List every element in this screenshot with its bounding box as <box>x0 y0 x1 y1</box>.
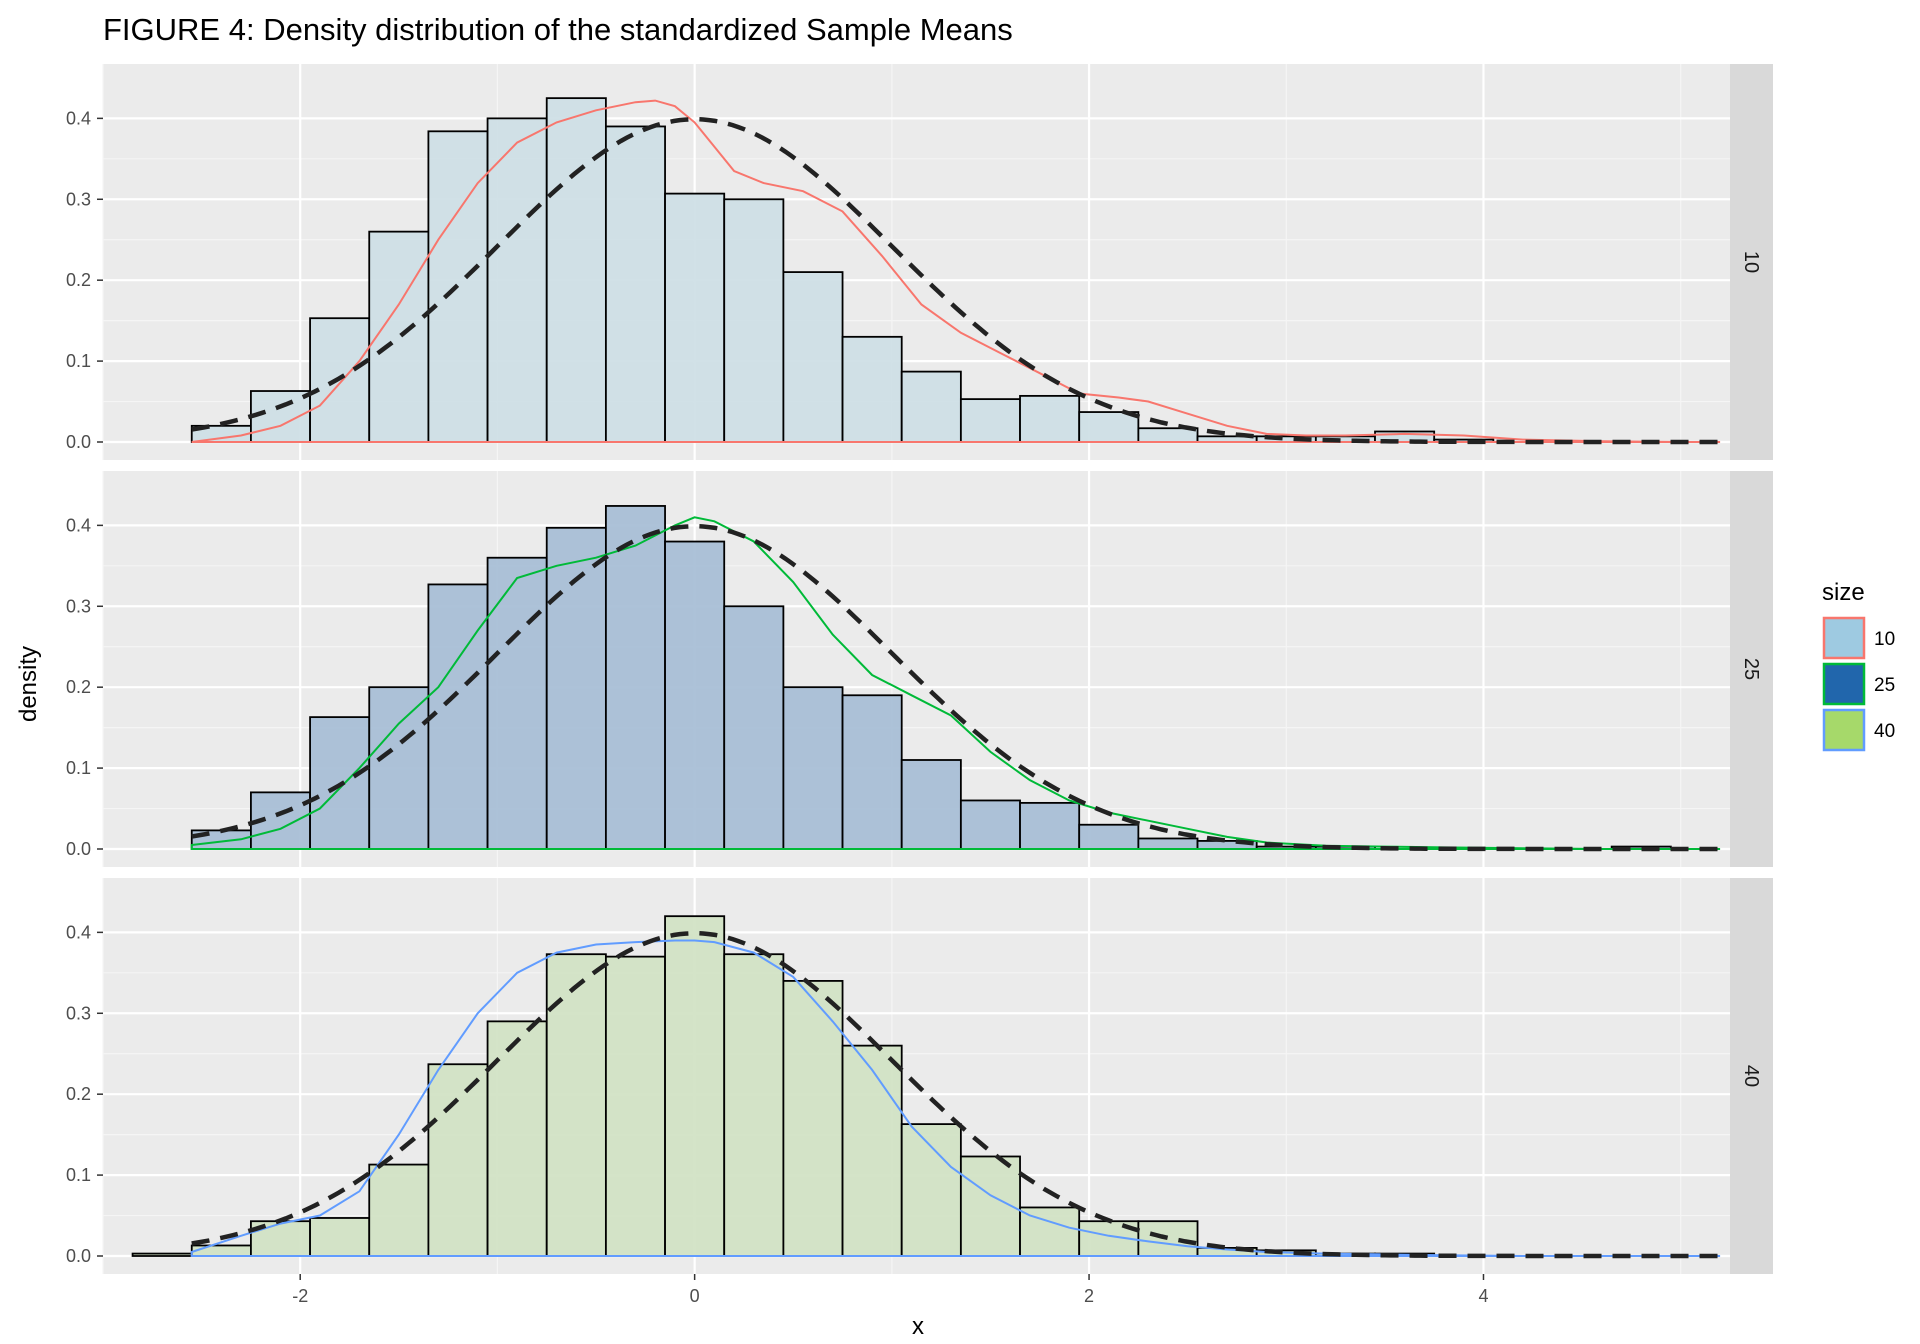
facet-panels: 0.0 0.1 0.2 0.3 0.4 10 0.0 0.1 0.2 0.3 0.4 25 0.0 0.1… <box>66 64 1773 1274</box>
histogram-bar <box>1137 1220 1199 1257</box>
histogram-bar <box>368 1163 430 1257</box>
histogram-bar <box>368 230 430 443</box>
histogram-bar <box>900 1123 962 1257</box>
histogram-bar <box>1078 823 1140 850</box>
histogram-bar <box>368 686 430 850</box>
legend-key <box>1822 662 1866 706</box>
histogram-bar <box>190 1244 252 1257</box>
legend-label: 40 <box>1874 721 1895 742</box>
x-axis-title: x <box>912 1313 924 1340</box>
facet-strip-label: 25 <box>1740 658 1762 680</box>
facet-strip-label: 10 <box>1740 251 1762 273</box>
y-tick-label: 0.2 <box>66 1084 91 1104</box>
histogram-bar <box>782 980 844 1257</box>
density-curve <box>190 516 1721 850</box>
histogram-bar <box>486 117 548 443</box>
histogram-bar <box>664 192 726 443</box>
histogram-bar <box>545 953 607 1257</box>
y-tick-label: 0.2 <box>66 677 91 697</box>
density-curve <box>191 99 1721 443</box>
y-tick-label: 0.0 <box>66 839 91 859</box>
histogram-bar <box>250 791 311 850</box>
histogram-bar <box>1137 837 1199 850</box>
legend-label: 10 <box>1874 629 1895 650</box>
histogram-bar <box>782 271 844 443</box>
legend-key <box>1822 616 1866 660</box>
y-tick-label: 0.3 <box>66 596 91 616</box>
y-tick-label: 0.4 <box>66 922 91 942</box>
y-tick-label: 0.1 <box>66 351 91 371</box>
legend-label: 25 <box>1874 675 1895 696</box>
histogram-bar <box>782 686 844 850</box>
y-tick-label: 0.2 <box>66 270 91 290</box>
histogram-bar <box>900 759 962 850</box>
legend: size 10 25 40 <box>1822 579 1895 752</box>
facet-strip-label: 40 <box>1740 1065 1762 1087</box>
y-tick-label: 0.0 <box>66 432 91 452</box>
histogram-bar <box>841 335 903 443</box>
x-tick-label: 0 <box>690 1286 700 1306</box>
histogram-bar <box>723 605 785 850</box>
normal-curve <box>191 116 1721 445</box>
x-tick-label: -2 <box>292 1286 308 1306</box>
histogram-bar <box>545 526 607 850</box>
histogram-bar <box>900 370 962 443</box>
histogram-bar <box>1078 411 1140 443</box>
y-tick-label: 0.4 <box>66 515 91 535</box>
histogram-bar <box>1137 427 1199 443</box>
histogram-bar <box>959 799 1021 850</box>
facet-panel-40: 0.0 0.1 0.2 0.3 0.4 40 <box>66 878 1773 1274</box>
histogram-bar <box>486 1020 548 1257</box>
histogram-bar <box>1019 394 1081 443</box>
y-tick-label: 0.3 <box>66 189 91 209</box>
histogram-bar <box>1019 801 1081 850</box>
y-axis-title: density <box>15 646 42 722</box>
chart-title: FIGURE 4: Density distribution of the st… <box>103 12 1013 47</box>
histogram-bar <box>427 1063 489 1257</box>
histogram-bar <box>545 97 607 443</box>
facet-panel-25: 0.0 0.1 0.2 0.3 0.4 25 <box>66 471 1773 867</box>
histogram-bar <box>604 955 666 1257</box>
histogram-bar <box>427 583 489 850</box>
density-curve <box>190 939 1721 1257</box>
histogram-bar <box>723 198 785 443</box>
y-tick-label: 0.0 <box>66 1246 91 1266</box>
histogram-bar <box>309 1217 371 1257</box>
facet-panel-10: 0.0 0.1 0.2 0.3 0.4 10 <box>66 64 1773 460</box>
histogram-bar <box>604 505 666 850</box>
histogram-bar <box>604 125 666 443</box>
y-tick-label: 0.1 <box>66 758 91 778</box>
histogram-bar <box>841 694 903 850</box>
histogram-bar <box>131 1252 193 1257</box>
normal-curve <box>191 523 1721 852</box>
y-tick-label: 0.3 <box>66 1003 91 1023</box>
facet-strip <box>1730 471 1773 867</box>
histogram-bar <box>664 915 726 1257</box>
x-tick-label: 4 <box>1478 1286 1488 1306</box>
facet-strip <box>1730 878 1773 1274</box>
x-axis: -2 0 2 4 <box>292 1274 1488 1306</box>
y-tick-label: 0.1 <box>66 1165 91 1185</box>
histogram-bar <box>664 540 726 850</box>
histogram-bar <box>959 398 1021 443</box>
legend-key <box>1822 708 1866 752</box>
y-tick-label: 0.4 <box>66 108 91 128</box>
facet-strip <box>1730 64 1773 460</box>
histogram-bar <box>250 390 311 443</box>
normal-curve <box>191 930 1721 1259</box>
histogram-bar <box>723 953 785 1257</box>
histogram-bar <box>841 1044 903 1257</box>
histogram-bar <box>486 556 548 850</box>
legend-title: size <box>1822 579 1865 606</box>
x-tick-label: 2 <box>1084 1286 1094 1306</box>
